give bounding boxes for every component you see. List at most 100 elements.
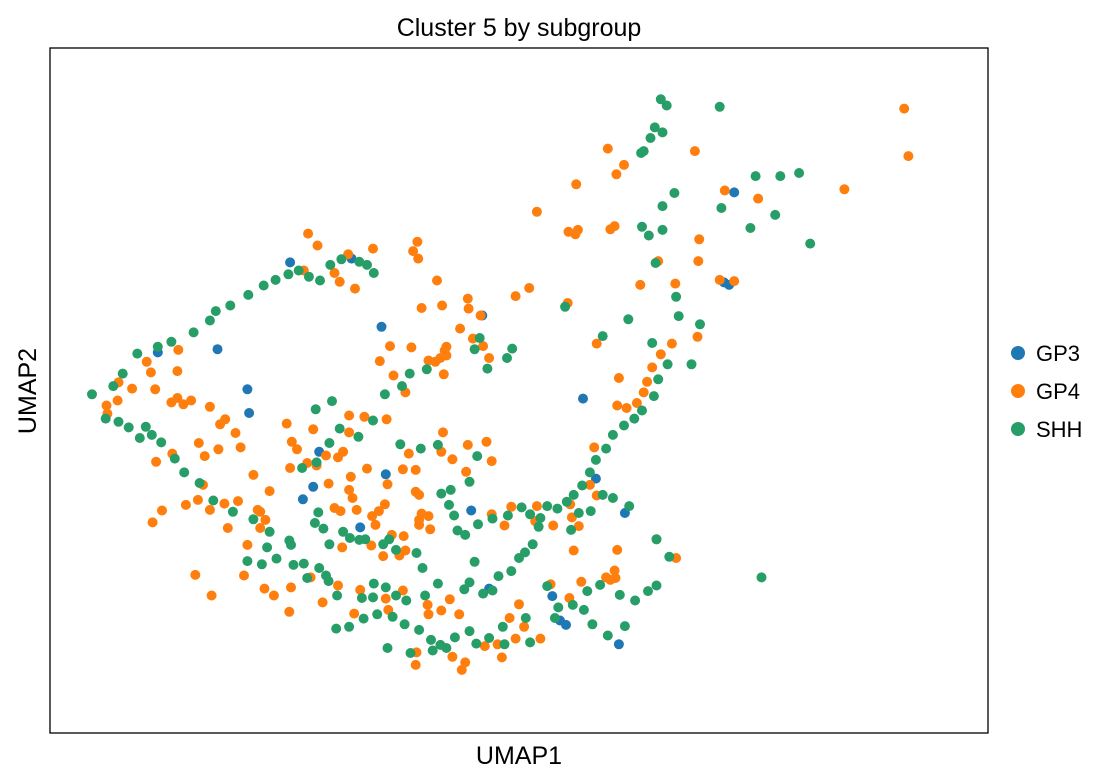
point-gp4-141 <box>344 427 355 438</box>
point-shh-9 <box>750 171 761 182</box>
point-shh-85 <box>156 437 167 448</box>
point-shh-65 <box>432 578 443 589</box>
point-gp4-185 <box>486 456 497 467</box>
point-shh-13 <box>745 223 756 233</box>
point-gp4-93 <box>242 539 253 550</box>
point-shh-118 <box>432 439 443 450</box>
point-gp4-147 <box>374 356 385 367</box>
point-gp4-25 <box>510 291 521 302</box>
point-shh-67 <box>401 595 412 606</box>
point-gp3-15 <box>355 522 366 533</box>
point-gp4-68 <box>460 657 471 668</box>
point-gp4-6 <box>531 206 542 217</box>
point-shh-36 <box>397 381 407 392</box>
point-shh-146 <box>653 374 664 385</box>
point-gp4-200 <box>335 506 346 517</box>
point-shh-137 <box>577 480 588 491</box>
point-shh-91 <box>100 413 111 424</box>
point-gp4-159 <box>463 303 474 314</box>
point-gp4-111 <box>172 393 183 403</box>
point-shh-84 <box>169 453 180 464</box>
point-gp4-90 <box>190 569 201 580</box>
point-gp4-76 <box>286 582 296 593</box>
point-gp4-73 <box>349 608 360 619</box>
point-shh-167 <box>441 643 452 653</box>
point-gp4-204 <box>379 499 390 510</box>
point-shh-43 <box>297 463 308 473</box>
point-gp4-77 <box>259 583 270 594</box>
point-shh-144 <box>637 405 647 416</box>
point-gp4-110 <box>127 383 138 394</box>
point-gp3-8 <box>212 344 223 355</box>
point-gp4-102 <box>178 399 189 410</box>
point-shh-125 <box>452 525 463 536</box>
point-shh-93 <box>108 381 119 392</box>
point-shh-52 <box>302 573 313 583</box>
point-shh-143 <box>629 413 640 424</box>
point-gp4-184 <box>481 436 492 447</box>
point-shh-71 <box>368 592 378 603</box>
point-shh-187 <box>607 493 618 503</box>
point-gp4-31 <box>613 373 624 383</box>
point-gp4-216 <box>337 542 348 553</box>
point-gp4-172 <box>312 240 323 251</box>
point-shh-79 <box>248 514 259 525</box>
point-gp4-20 <box>714 274 725 285</box>
point-shh-130 <box>516 502 527 513</box>
point-shh-178 <box>582 586 593 597</box>
point-gp4-183 <box>462 439 473 450</box>
point-shh-133 <box>542 501 553 512</box>
point-shh-10 <box>775 171 786 182</box>
point-gp4-5 <box>571 179 582 190</box>
point-gp4-122 <box>147 517 158 528</box>
point-shh-171 <box>549 613 560 623</box>
point-gp4-84 <box>423 609 434 620</box>
point-shh-22 <box>673 311 684 322</box>
point-shh-83 <box>179 467 190 478</box>
point-gp4-164 <box>413 253 424 264</box>
point-gp4-148 <box>385 341 395 352</box>
point-gp4-186 <box>461 466 472 477</box>
point-shh-198 <box>487 585 498 596</box>
point-gp4-157 <box>475 310 486 321</box>
point-shh-156 <box>427 645 438 656</box>
point-gp4-190 <box>382 479 393 490</box>
point-gp4-61 <box>504 613 515 623</box>
point-shh-104 <box>270 274 281 285</box>
point-gp4-177 <box>441 350 452 361</box>
point-shh-70 <box>368 578 379 589</box>
point-gp3-16 <box>466 505 477 516</box>
point-gp4-202 <box>370 519 381 530</box>
point-shh-160 <box>387 611 398 622</box>
point-shh-158 <box>414 624 425 635</box>
point-shh-161 <box>372 609 383 620</box>
point-gp4-107 <box>145 367 156 378</box>
point-shh-202 <box>469 556 480 567</box>
point-shh-122 <box>436 488 447 499</box>
point-gp4-136 <box>292 444 302 455</box>
point-gp4-17 <box>693 256 704 267</box>
point-gp4-197 <box>351 504 362 515</box>
point-shh-199 <box>478 588 489 599</box>
point-shh-188 <box>597 489 608 500</box>
point-shh-68 <box>391 590 401 601</box>
point-gp3-0 <box>729 187 740 198</box>
point-shh-34 <box>421 364 432 375</box>
point-gp4-91 <box>284 606 295 617</box>
point-shh-162 <box>358 613 369 624</box>
point-shh-35 <box>404 368 415 379</box>
point-shh-123 <box>444 499 454 510</box>
point-shh-141 <box>607 429 618 440</box>
point-shh-168 <box>471 638 482 649</box>
point-shh-159 <box>399 619 410 630</box>
point-shh-135 <box>561 496 572 507</box>
point-gp4-124 <box>219 498 230 509</box>
point-shh-177 <box>619 621 630 632</box>
point-gp4-123 <box>204 504 215 515</box>
point-gp3-17 <box>590 473 601 484</box>
point-gp4-144 <box>381 414 392 425</box>
point-shh-5 <box>645 133 656 143</box>
point-shh-111 <box>354 256 365 267</box>
point-gp4-191 <box>345 471 356 482</box>
